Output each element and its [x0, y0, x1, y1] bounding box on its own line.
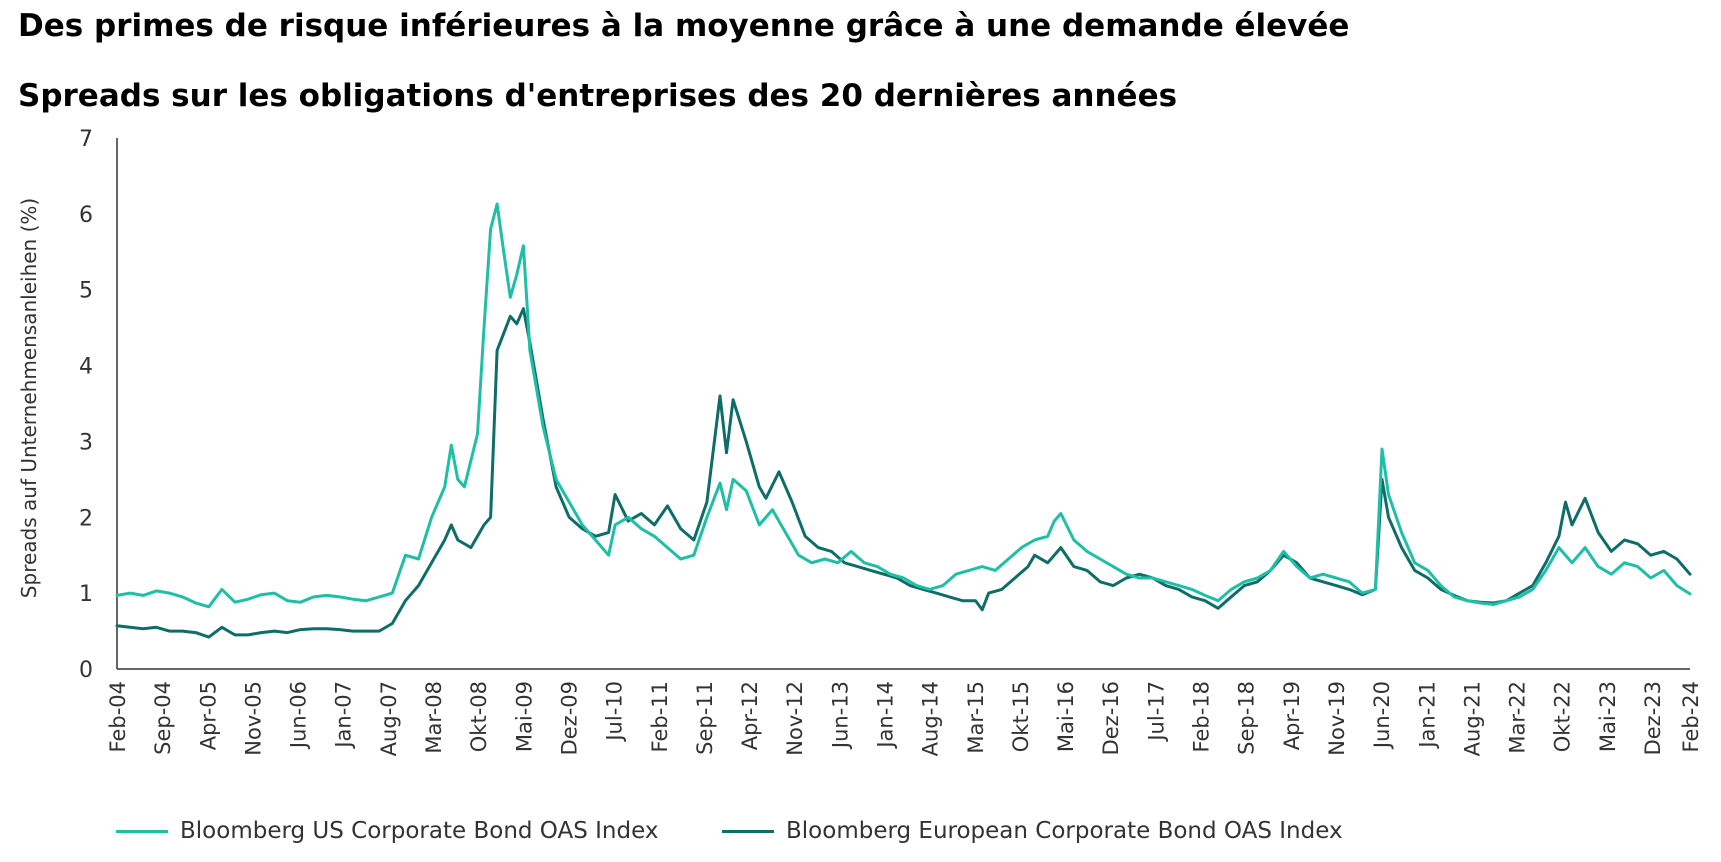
x-tick-label: Sep-11: [693, 681, 717, 755]
x-tick-label: Mai-23: [1596, 681, 1620, 752]
x-tick-label: Nov-19: [1325, 681, 1349, 756]
x-tick-label: Mar-08: [422, 681, 446, 754]
y-tick-label: 7: [79, 127, 93, 152]
x-tick-label: Dez-23: [1641, 681, 1665, 755]
y-tick-label: 5: [79, 279, 93, 304]
y-axis-label: Spreads auf Unternehmensanleihen (%): [17, 198, 41, 598]
y-tick-label: 1: [79, 582, 93, 607]
y-tick-label: 3: [79, 430, 93, 455]
x-tick-label: Mai-09: [512, 681, 536, 752]
x-tick-label: Feb-18: [1190, 681, 1214, 752]
x-tick-label: Jan-14: [874, 681, 898, 750]
x-tick-label: Jun-06: [287, 681, 311, 750]
x-tick-label: Jun-20: [1370, 681, 1394, 750]
x-tick-labels: Feb-04 Sep-04 Apr-05 Nov-05 Jun-06 Jan-07 Aug-…: [106, 681, 1703, 756]
legend-item-eu: Bloomberg European Corporate Bond OAS In…: [722, 818, 1343, 844]
y-tick-label: 2: [79, 506, 93, 531]
chart-title: Des primes de risque inférieures à la mo…: [18, 8, 1350, 44]
x-tick-label: Feb-11: [648, 681, 672, 752]
x-tick-label: Mai-16: [1054, 681, 1078, 752]
y-tick-labels: 0 1 2 3 4 5 6 7: [79, 127, 93, 683]
legend-swatch-us: [116, 829, 168, 833]
y-tick-label: 4: [79, 355, 93, 380]
x-tick-label: Jul-17: [1144, 681, 1168, 743]
legend-label-us: Bloomberg US Corporate Bond OAS Index: [180, 818, 659, 844]
x-tick-label: Aug-14: [919, 681, 943, 756]
chart-subtitle: Spreads sur les obligations d'entreprise…: [18, 78, 1178, 114]
x-tick-label: Sep-04: [151, 681, 175, 755]
x-tick-label: Okt-15: [1009, 681, 1033, 752]
series-line-eu: [115, 307, 1692, 639]
x-tick-label: Apr-05: [196, 681, 220, 750]
x-tick-label: Apr-19: [1280, 681, 1304, 750]
series-line-us: [115, 202, 1692, 609]
y-tick-label: 6: [79, 203, 93, 228]
x-tick-label: Nov-05: [241, 681, 265, 756]
series-lines: [115, 202, 1692, 639]
x-tick-label: Mar-15: [964, 681, 988, 754]
x-tick-label: Jun-13: [828, 681, 852, 750]
y-tick-label: 0: [79, 658, 93, 683]
x-tick-label: Apr-12: [738, 681, 762, 750]
legend-label-eu: Bloomberg European Corporate Bond OAS In…: [786, 818, 1343, 844]
x-tick-label: Aug-21: [1460, 681, 1484, 756]
x-tick-label: Jan-21: [1415, 681, 1439, 750]
legend-swatch-eu: [722, 829, 774, 833]
x-tick-label: Feb-04: [106, 681, 130, 752]
x-tick-label: Sep-18: [1235, 681, 1259, 755]
x-tick-label: Dez-09: [557, 681, 581, 755]
x-tick-label: Mar-22: [1506, 681, 1530, 754]
x-tick-label: Dez-16: [1099, 681, 1123, 755]
x-tick-label: Okt-08: [467, 681, 491, 752]
x-tick-label: Jul-10: [603, 681, 627, 743]
x-tick-label: Feb-24: [1679, 681, 1703, 752]
legend-item-us: Bloomberg US Corporate Bond OAS Index: [116, 818, 658, 844]
x-tick-label: Jan-07: [332, 681, 356, 750]
x-tick-label: Nov-12: [783, 681, 807, 756]
x-tick-label: Aug-07: [377, 681, 401, 756]
x-tick-label: Okt-22: [1551, 681, 1575, 752]
